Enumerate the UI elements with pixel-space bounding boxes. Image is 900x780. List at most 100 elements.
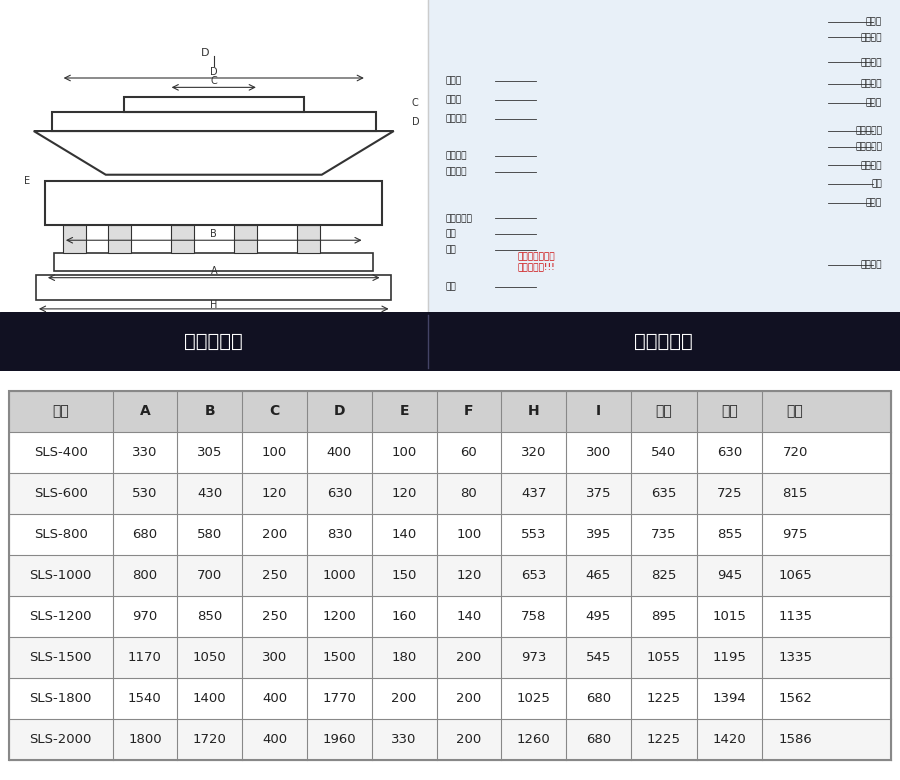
Text: 顶部框架: 顶部框架 xyxy=(446,114,467,123)
Text: 680: 680 xyxy=(132,528,157,541)
Text: 437: 437 xyxy=(521,487,546,500)
Text: 825: 825 xyxy=(651,569,677,582)
Text: 1540: 1540 xyxy=(128,692,162,704)
Text: C: C xyxy=(211,76,217,86)
Text: D: D xyxy=(334,405,345,418)
Text: 1055: 1055 xyxy=(647,651,680,664)
Text: 973: 973 xyxy=(521,651,546,664)
Text: 300: 300 xyxy=(586,446,611,459)
Text: 540: 540 xyxy=(651,446,677,459)
Bar xyxy=(234,225,256,253)
Bar xyxy=(108,225,130,253)
Text: 辅助筛网: 辅助筛网 xyxy=(860,58,882,67)
Text: 1394: 1394 xyxy=(713,692,746,704)
Text: 200: 200 xyxy=(262,528,287,541)
Text: SLS-1500: SLS-1500 xyxy=(30,651,92,664)
Text: 1015: 1015 xyxy=(713,610,746,622)
Text: 530: 530 xyxy=(132,487,157,500)
Text: 1225: 1225 xyxy=(647,692,680,704)
Text: 680: 680 xyxy=(586,732,611,746)
Text: 100: 100 xyxy=(392,446,417,459)
Text: 180: 180 xyxy=(392,651,417,664)
Text: D: D xyxy=(201,48,209,58)
Text: 320: 320 xyxy=(521,446,546,459)
Text: 1195: 1195 xyxy=(713,651,746,664)
Text: E: E xyxy=(400,405,409,418)
Text: 120: 120 xyxy=(262,487,287,500)
Text: 1800: 1800 xyxy=(128,732,162,746)
Text: 850: 850 xyxy=(197,610,222,622)
Text: 一般结构图: 一般结构图 xyxy=(634,332,693,351)
Text: 580: 580 xyxy=(197,528,222,541)
Text: 200: 200 xyxy=(456,651,482,664)
Text: 1586: 1586 xyxy=(778,732,812,746)
Text: 底座: 底座 xyxy=(446,282,456,292)
Text: 1562: 1562 xyxy=(778,692,812,704)
Text: F: F xyxy=(464,405,473,418)
Text: 545: 545 xyxy=(586,651,611,664)
Text: 下部重锤: 下部重锤 xyxy=(860,261,882,270)
Text: SLS-1800: SLS-1800 xyxy=(30,692,92,704)
Text: 430: 430 xyxy=(197,487,222,500)
Text: C: C xyxy=(412,98,418,108)
Text: 1200: 1200 xyxy=(322,610,356,622)
Text: 495: 495 xyxy=(586,610,611,622)
Text: 395: 395 xyxy=(586,528,611,541)
Text: 120: 120 xyxy=(456,569,482,582)
Text: 800: 800 xyxy=(132,569,157,582)
Text: A: A xyxy=(140,405,150,418)
Text: 250: 250 xyxy=(262,610,287,622)
Text: 200: 200 xyxy=(456,692,482,704)
Bar xyxy=(171,225,194,253)
Bar xyxy=(9,514,891,555)
Bar xyxy=(9,678,891,718)
Text: 200: 200 xyxy=(392,692,417,704)
Text: 330: 330 xyxy=(392,732,417,746)
Bar xyxy=(36,275,392,300)
Text: 束环: 束环 xyxy=(446,229,456,239)
Text: I: I xyxy=(596,405,601,418)
Text: 1225: 1225 xyxy=(647,732,680,746)
Text: 1260: 1260 xyxy=(517,732,551,746)
Text: B: B xyxy=(211,229,217,239)
Text: 1420: 1420 xyxy=(713,732,746,746)
Text: 底部框架: 底部框架 xyxy=(446,167,467,176)
Text: 553: 553 xyxy=(521,528,546,541)
Text: 375: 375 xyxy=(586,487,611,500)
Text: 630: 630 xyxy=(716,446,742,459)
Text: 1770: 1770 xyxy=(322,692,356,704)
Text: 635: 635 xyxy=(651,487,677,500)
Text: 400: 400 xyxy=(327,446,352,459)
Text: 橡胶球: 橡胶球 xyxy=(866,98,882,108)
Bar xyxy=(297,225,320,253)
Text: 653: 653 xyxy=(521,569,546,582)
Text: 1500: 1500 xyxy=(322,651,356,664)
Text: 830: 830 xyxy=(327,528,352,541)
Text: 运输用固定螺栓
试机时去掉!!!: 运输用固定螺栓 试机时去掉!!! xyxy=(518,253,555,271)
Text: 1720: 1720 xyxy=(193,732,227,746)
Text: 140: 140 xyxy=(392,528,417,541)
Text: 330: 330 xyxy=(132,446,157,459)
Text: 758: 758 xyxy=(521,610,546,622)
Text: 465: 465 xyxy=(586,569,611,582)
Text: D: D xyxy=(210,67,218,76)
Text: 975: 975 xyxy=(782,528,808,541)
Text: 720: 720 xyxy=(782,446,808,459)
Bar xyxy=(0,0,428,312)
Text: 300: 300 xyxy=(262,651,287,664)
Text: 小尺寸排料: 小尺寸排料 xyxy=(446,214,472,223)
Text: E: E xyxy=(24,176,30,186)
Text: SLS-600: SLS-600 xyxy=(34,487,87,500)
Text: SLS-400: SLS-400 xyxy=(34,446,87,459)
Text: C: C xyxy=(269,405,280,418)
Text: 895: 895 xyxy=(651,610,677,622)
Text: 150: 150 xyxy=(392,569,417,582)
Text: 辅助筛网: 辅助筛网 xyxy=(860,33,882,42)
Text: SLS-2000: SLS-2000 xyxy=(30,732,92,746)
Text: A: A xyxy=(211,266,217,276)
Text: 进料口: 进料口 xyxy=(866,17,882,27)
Text: H: H xyxy=(210,300,218,310)
Text: 700: 700 xyxy=(197,569,222,582)
Text: 305: 305 xyxy=(197,446,222,459)
Text: 100: 100 xyxy=(262,446,287,459)
